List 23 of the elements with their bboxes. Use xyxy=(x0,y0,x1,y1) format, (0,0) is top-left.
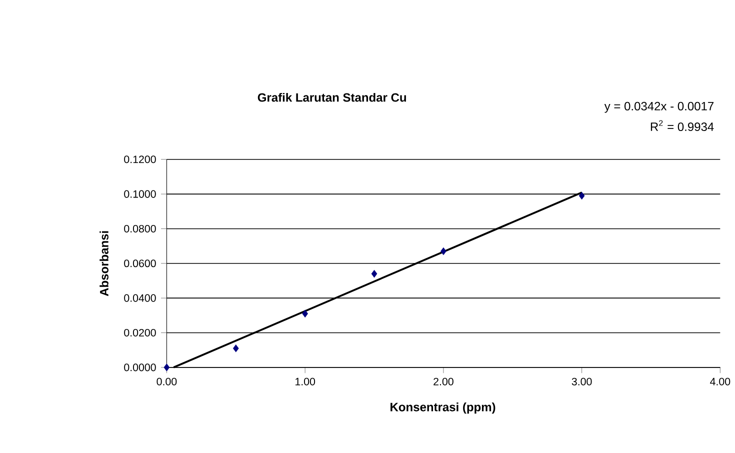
y-axis-title: Absorbansi xyxy=(100,231,108,296)
point xyxy=(371,270,378,278)
y-tick-label: 0.1000 xyxy=(124,190,156,198)
point xyxy=(578,192,585,200)
chart-title: Grafik Larutan Standar Cu xyxy=(258,92,406,102)
y-tick-label: 0.1200 xyxy=(124,155,156,163)
point xyxy=(233,344,239,352)
x-axis-title: Konsentrasi (ppm) xyxy=(390,402,496,414)
x-tick-label: 0.00 xyxy=(156,378,177,386)
x-tick-label: 1.00 xyxy=(296,378,316,386)
text: y = 0.0342x - 0.0017 xyxy=(604,102,714,113)
y-tick-label: 0.0800 xyxy=(124,224,156,232)
x-tick-label: 2.00 xyxy=(434,378,454,386)
y-tick-label: 0.0600 xyxy=(124,259,156,267)
y-tick-label: 0.0400 xyxy=(124,294,156,302)
point xyxy=(302,310,308,318)
y-tick-label: 0.0000 xyxy=(124,363,156,371)
text: R$^{2}$ = 0.9934 xyxy=(650,120,714,131)
y-tick-label: 0.0200 xyxy=(124,328,156,336)
x-tick-label: 3.00 xyxy=(572,378,592,386)
point xyxy=(164,363,170,371)
x-tick-label: 4.00 xyxy=(710,378,730,386)
point xyxy=(440,247,446,255)
